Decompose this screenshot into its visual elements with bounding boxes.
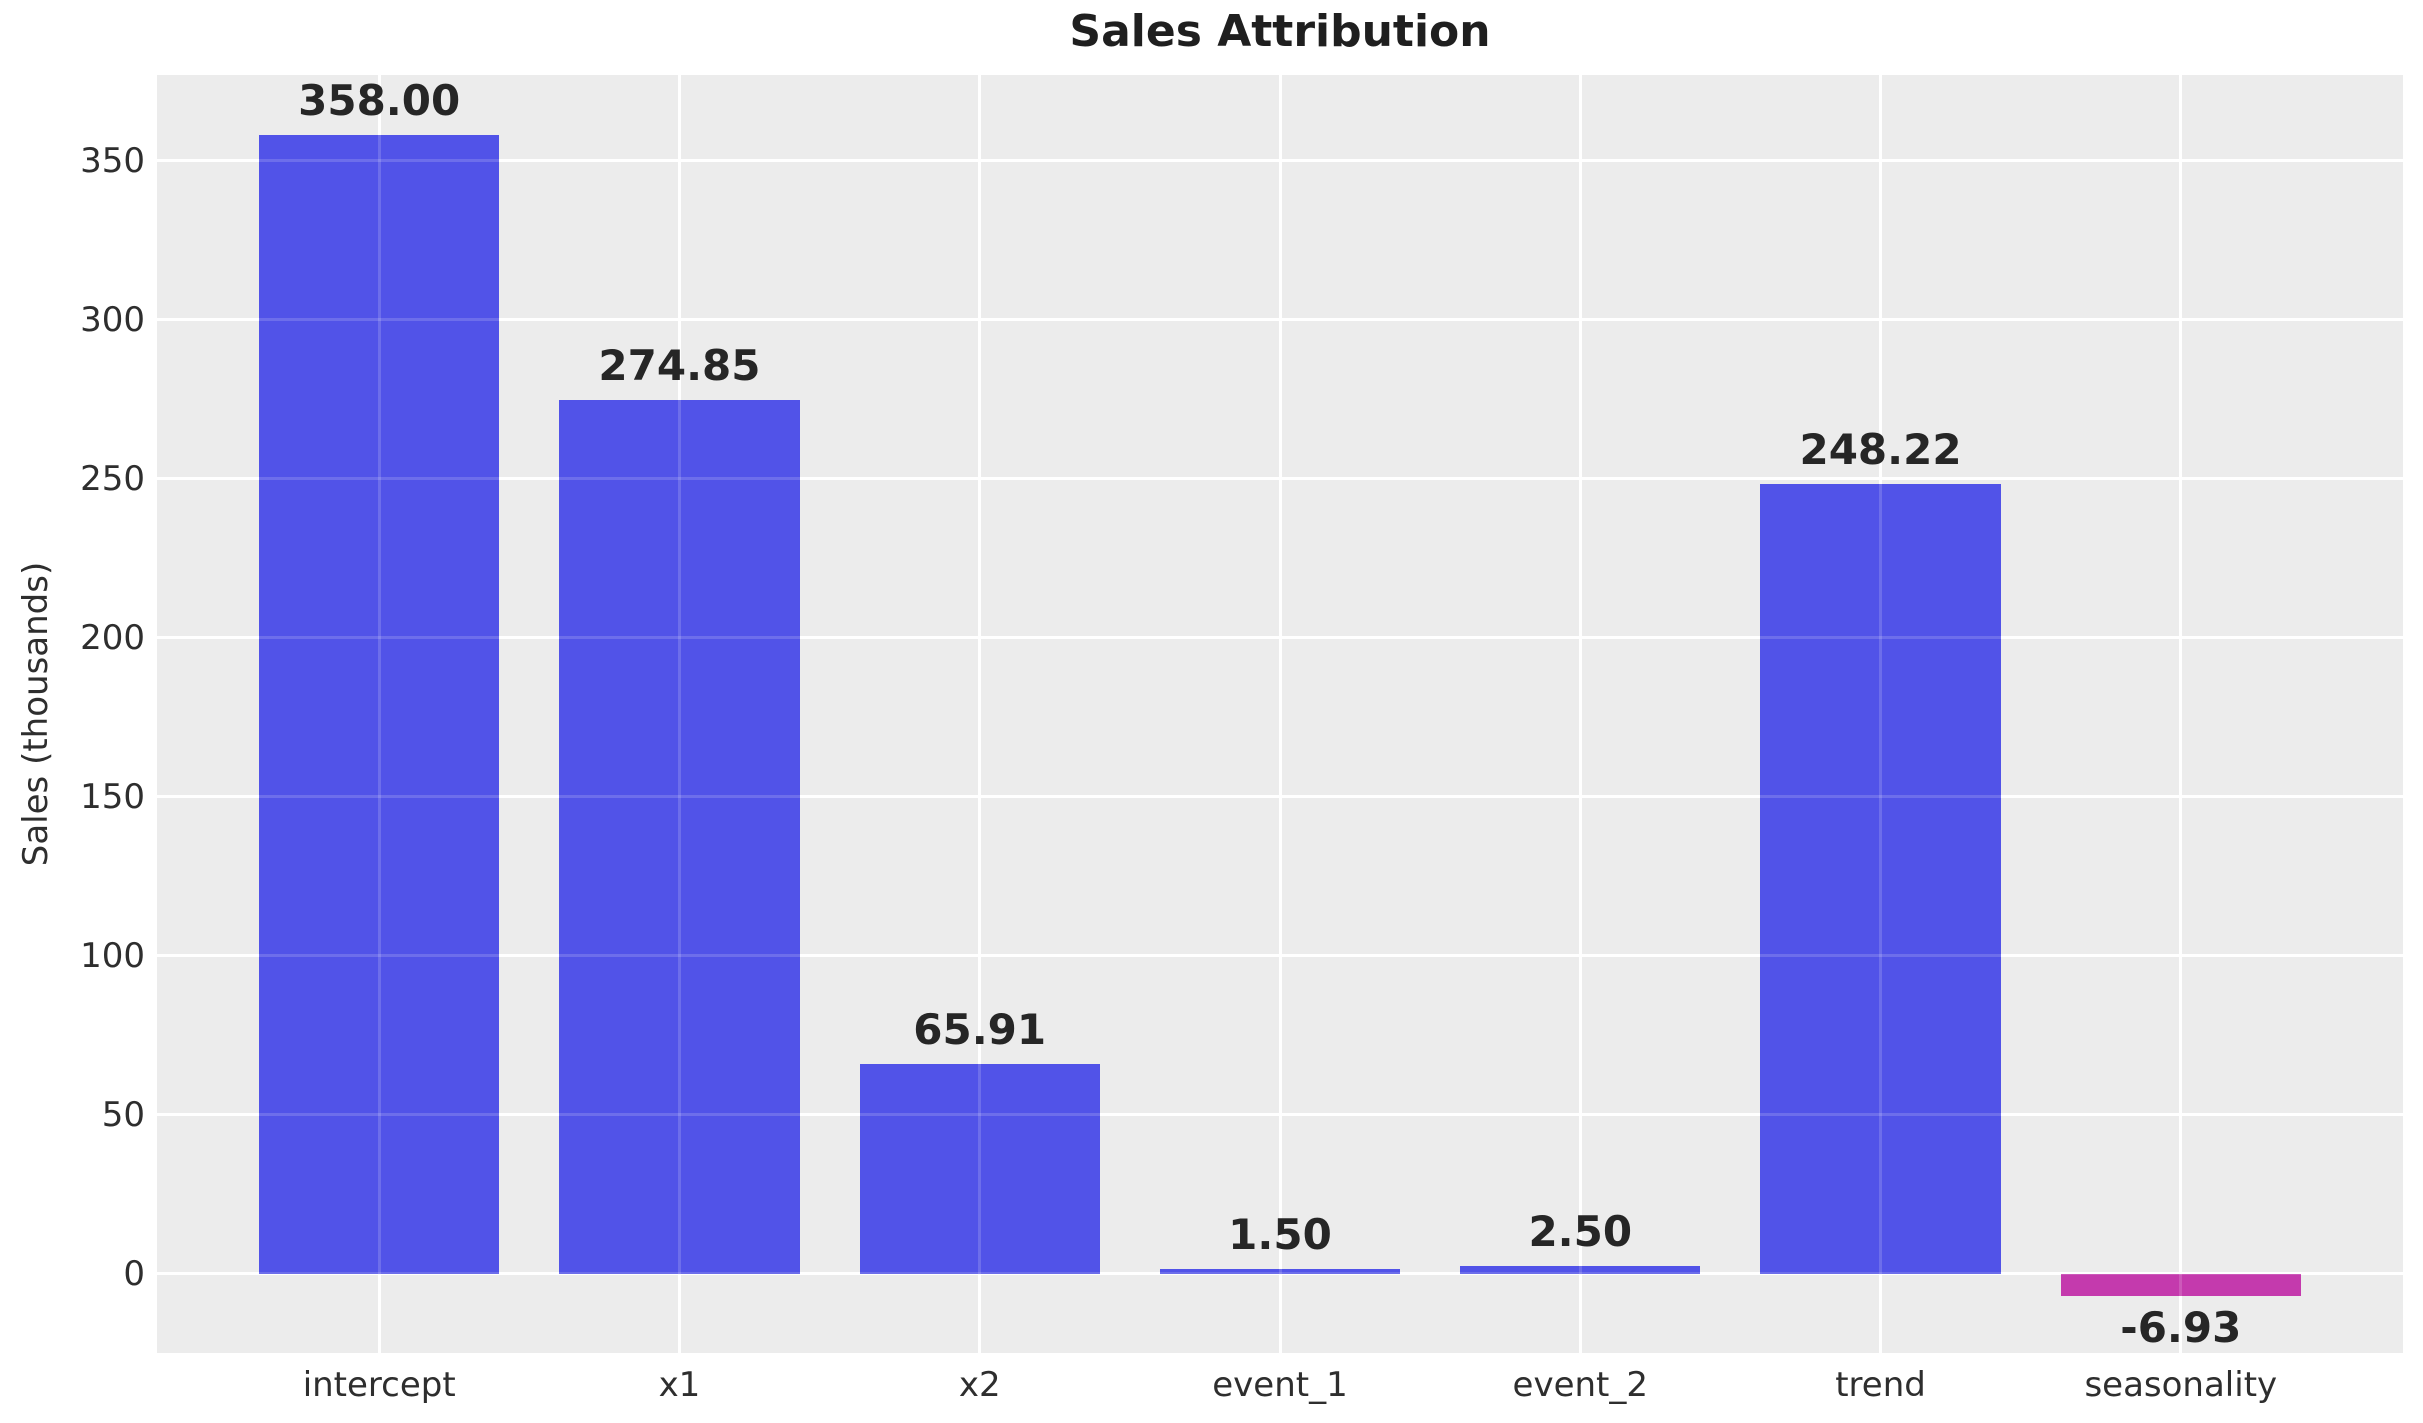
gridline-h-overlay xyxy=(157,318,2403,322)
gridline-v-base xyxy=(2179,75,2183,1353)
bar-value-label: 274.85 xyxy=(598,340,761,390)
gridline-h-overlay xyxy=(157,1113,2403,1117)
bar-trend xyxy=(1760,484,2001,1274)
x-tick-label-x2: x2 xyxy=(958,1365,1001,1405)
bar-event_2 xyxy=(1460,1265,1701,1274)
bar-x1 xyxy=(559,399,800,1274)
gridline-h-overlay xyxy=(157,159,2403,163)
bars-layer xyxy=(157,75,2403,1353)
bar-value-label: 358.00 xyxy=(298,76,461,126)
y-tick-label: 150 xyxy=(80,776,145,817)
bar-seasonality xyxy=(2060,1273,2301,1296)
gridline-v-overlay xyxy=(1278,75,1282,1353)
gridline-v-overlay xyxy=(1578,75,1582,1353)
gridline-v-base xyxy=(978,75,982,1353)
bar-value-label: 2.50 xyxy=(1528,1206,1633,1256)
x-tick-label-trend: trend xyxy=(1835,1365,1926,1405)
gridline-v-overlay xyxy=(377,75,381,1353)
y-tick-label: 50 xyxy=(101,1094,145,1135)
gridline-h-overlay xyxy=(157,795,2403,799)
bar-intercept xyxy=(259,135,500,1274)
y-tick-label: 250 xyxy=(80,458,145,499)
plot-area: 358.00 274.85 65.91 1.50 2.50 248.22 -6.93 xyxy=(157,75,2403,1353)
y-tick-label: 300 xyxy=(80,299,145,340)
bar-value-label: 1.50 xyxy=(1228,1209,1332,1259)
bar-x2 xyxy=(859,1063,1100,1274)
x-tick-label-x1: x1 xyxy=(658,1365,701,1405)
bar-value-label: 65.91 xyxy=(913,1004,1047,1054)
x-tick-label-event_2: event_2 xyxy=(1512,1365,1648,1405)
bar-event_1 xyxy=(1159,1268,1401,1274)
gridline-v-overlay xyxy=(2179,75,2183,1353)
gridline-overlay-layer xyxy=(157,75,2403,1353)
bar-value-label: -6.93 xyxy=(2120,1302,2242,1352)
y-tick-label: 100 xyxy=(80,935,145,976)
chart-title: Sales Attribution xyxy=(1069,6,1491,57)
gridline-v-overlay xyxy=(1879,75,1883,1353)
bar-value-labels-layer: 358.00 274.85 65.91 1.50 2.50 248.22 -6.93 xyxy=(157,75,2403,1353)
gridline-v-overlay xyxy=(978,75,982,1353)
x-tick-label-intercept: intercept xyxy=(302,1365,456,1405)
gridline-h-overlay xyxy=(157,1272,2403,1276)
gridline-h-overlay xyxy=(157,954,2403,958)
gridline-h-overlay xyxy=(157,636,2403,640)
gridline-v-base xyxy=(1578,75,1582,1353)
y-tick-label: 0 xyxy=(123,1253,145,1294)
gridline-h-overlay xyxy=(157,477,2403,481)
x-tick-label-event_1: event_1 xyxy=(1212,1365,1348,1405)
gridline-v-base xyxy=(1278,75,1282,1353)
bar-value-label: 248.22 xyxy=(1799,425,1962,475)
x-tick-label-seasonality: seasonality xyxy=(2084,1365,2278,1405)
gridline-v-overlay xyxy=(677,75,681,1353)
y-axis-label: Sales (thousands) xyxy=(16,561,56,867)
y-tick-label: 350 xyxy=(80,140,145,181)
y-tick-label: 200 xyxy=(80,617,145,658)
